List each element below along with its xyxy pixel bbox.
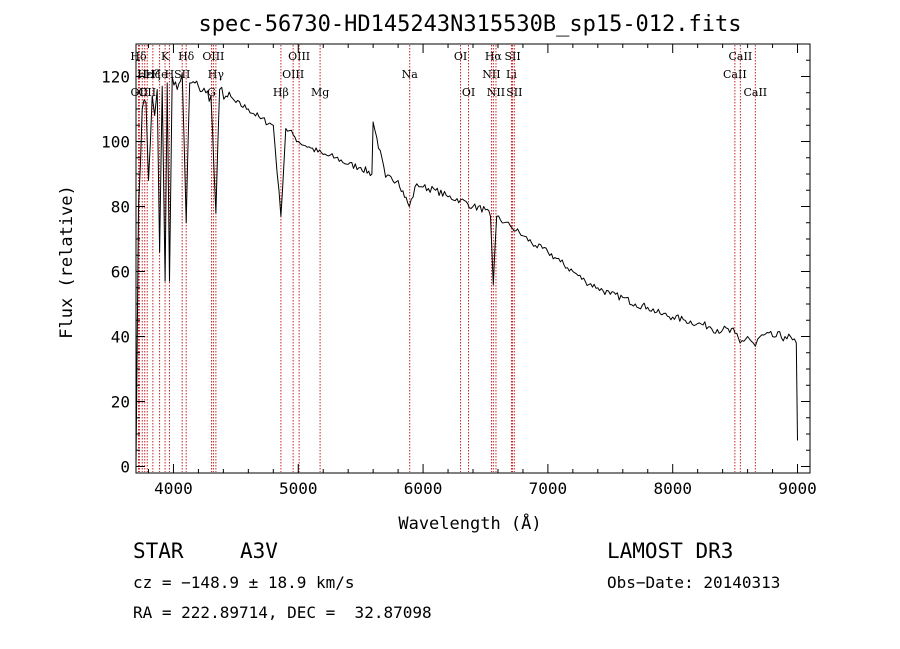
x-tick-label: 7000 bbox=[529, 479, 568, 498]
redshift-cz: cz = −148.9 ± 18.9 km/s bbox=[133, 573, 355, 592]
spectral-line-label: K bbox=[161, 50, 170, 63]
obs-date: Obs−Date: 20140313 bbox=[607, 573, 781, 592]
y-tick-label: 100 bbox=[101, 133, 130, 152]
x-tick-label: 8000 bbox=[653, 479, 692, 498]
spectral-line-label: Hβ bbox=[273, 86, 289, 99]
spectral-line-label: OIII bbox=[288, 50, 310, 63]
spectral-line-label: Na bbox=[402, 68, 419, 81]
y-axis-label: Flux (relative) bbox=[57, 185, 77, 339]
spectral-line-label: H bbox=[165, 68, 175, 81]
spectral-line-label: Hδ bbox=[130, 50, 147, 63]
spectral-line-label: H bbox=[137, 68, 147, 81]
spectral-line-label: Hγ bbox=[208, 68, 225, 81]
spectral-line-label: Hζ bbox=[145, 68, 161, 81]
x-tick-label: 4000 bbox=[154, 479, 193, 498]
spectral-line-label: OIII bbox=[202, 50, 224, 63]
spectral-line-label: OII bbox=[138, 86, 156, 99]
y-tick-label: 40 bbox=[111, 328, 130, 347]
spectral-line-label: SII bbox=[504, 50, 520, 63]
spectral-line-label: OI bbox=[454, 50, 467, 63]
spectral-line-label: Hδ bbox=[178, 50, 195, 63]
spectral-line-label: SII bbox=[506, 86, 522, 99]
x-tick-label: 5000 bbox=[279, 479, 318, 498]
x-tick-label: 6000 bbox=[404, 479, 443, 498]
spectral-line-label: Mg bbox=[311, 86, 329, 99]
spectral-line-label: CaII bbox=[743, 86, 767, 99]
spectral-line-label: Li bbox=[506, 68, 517, 81]
spectrum-series-line bbox=[135, 72, 798, 467]
y-tick-label: 0 bbox=[120, 458, 130, 477]
chart-title: spec-56730-HD145243N315530B_sp15-012.fit… bbox=[198, 12, 741, 37]
x-tick-label: 9000 bbox=[778, 479, 817, 498]
spectral-line-label: Hε bbox=[137, 68, 153, 81]
y-tick-label: 20 bbox=[111, 393, 130, 412]
plot-frame bbox=[135, 43, 811, 474]
object-class: STAR bbox=[133, 539, 184, 563]
spectral-line-label: He bbox=[152, 68, 168, 81]
spectral-line-label: CaII bbox=[729, 50, 753, 63]
y-tick-label: 80 bbox=[111, 198, 130, 217]
spectral-line-label: Hα bbox=[485, 50, 503, 63]
spectral-line-label: NII bbox=[487, 86, 505, 99]
spectral-subclass: A3V bbox=[240, 539, 278, 563]
spectral-line-label: OI bbox=[462, 86, 475, 99]
y-tick-label: 120 bbox=[101, 68, 130, 87]
ra-dec-coordinates: RA = 222.89714, DEC = 32.87098 bbox=[133, 603, 432, 622]
spectral-line-label: CaII bbox=[723, 68, 747, 81]
spectral-line-label: NII bbox=[482, 68, 500, 81]
y-tick-label: 60 bbox=[111, 263, 130, 282]
survey-label: LAMOST DR3 bbox=[607, 539, 734, 563]
x-axis-label: Wavelength (Å) bbox=[398, 512, 541, 534]
spectral-line-label: G bbox=[207, 86, 216, 99]
spectral-line-label: OIII bbox=[282, 68, 304, 81]
